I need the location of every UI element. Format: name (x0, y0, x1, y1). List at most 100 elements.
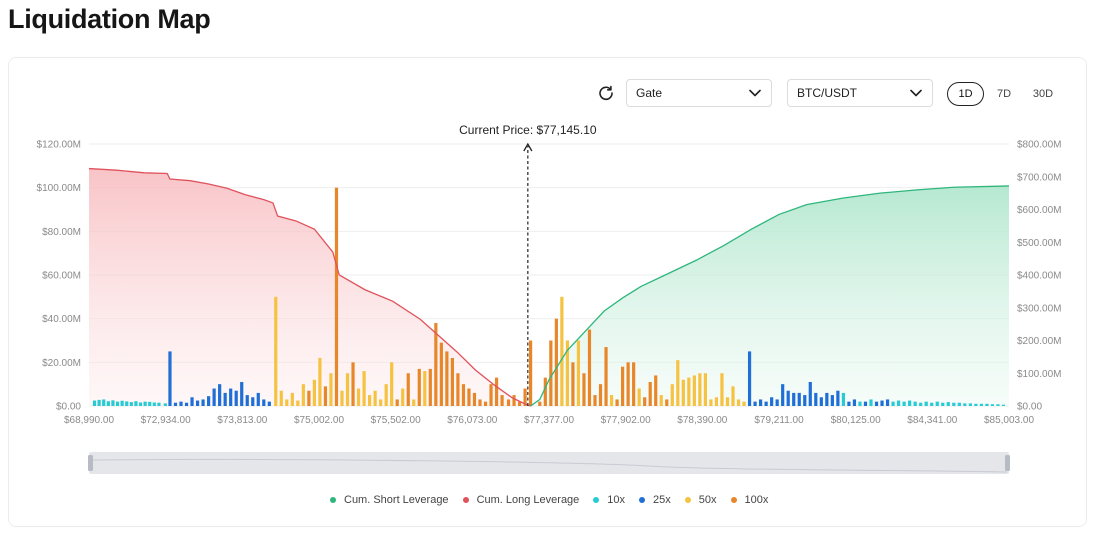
liquidation-bar-x25 (852, 399, 857, 406)
exchange-select-value: Gate (636, 86, 663, 100)
x-axis-tick-label: $78,390.00 (677, 415, 727, 426)
legend-item-long[interactable]: Cum. Long Leverage (462, 494, 579, 506)
liquidation-bar-x50 (285, 399, 289, 406)
liquidation-bar-x50 (565, 340, 569, 406)
right-axis-tick-label: $300.00M (1017, 303, 1061, 314)
x-axis-tick-label: $73,813.00 (217, 415, 267, 426)
liquidation-bar-x50 (637, 388, 641, 406)
liquidation-bar-x10 (106, 401, 110, 406)
right-axis-tick-label: $0.00 (1017, 402, 1042, 413)
liquidation-bar-x25 (808, 381, 812, 406)
range-slider-left-handle[interactable] (88, 455, 93, 471)
liquidation-bar-x50 (423, 371, 427, 406)
liquidation-bar-x50 (362, 371, 366, 406)
legend-item-50x[interactable]: 50x (684, 494, 717, 506)
legend-item-short[interactable]: Cum. Short Leverage (330, 494, 449, 506)
range-slider-right-handle[interactable] (1005, 455, 1010, 471)
liquidation-bar-x100 (483, 401, 488, 406)
liquidation-bar-x50 (379, 399, 383, 406)
x-axis-tick-label: $79,211.00 (754, 415, 804, 426)
pair-select-value: BTC/USDT (797, 86, 857, 100)
liquidation-bar-x50 (560, 296, 564, 406)
left-axis-tick-label: $80.00M (42, 227, 81, 238)
liquidation-bar-x50 (290, 392, 294, 406)
liquidation-bar-x10 (134, 401, 138, 406)
liquidation-bar-x25 (179, 401, 183, 406)
x-axis-tick-label: $77,377.00 (524, 415, 574, 426)
liquidation-bar-x50 (692, 375, 696, 406)
liquidation-bar-x50 (390, 362, 394, 406)
pair-select[interactable]: BTC/USDT (787, 79, 933, 107)
chevron-down-icon (909, 86, 923, 100)
x-axis-tick-label: $72,934.00 (141, 415, 191, 426)
liquidation-bar-x10 (968, 403, 972, 406)
liquidation-bar-x50 (279, 390, 283, 406)
liquidation-bar-x50 (318, 357, 322, 406)
liquidation-bar-x50 (274, 296, 278, 406)
range-button-7d[interactable]: 7D (996, 88, 1012, 100)
liquidation-bar-x10 (92, 400, 97, 406)
liquidation-bar-x10 (120, 400, 124, 406)
liquidation-bar-x100 (512, 395, 516, 406)
liquidation-bar-x25 (212, 388, 216, 406)
right-axis-tick-label: $200.00M (1017, 336, 1061, 347)
legend-item-10x[interactable]: 10x (593, 494, 625, 506)
liquidation-bar-x50 (725, 397, 730, 406)
liquidation-bar-x100 (593, 395, 597, 406)
liquidation-bar-x25 (267, 401, 271, 406)
liquidation-bar-x25 (880, 400, 884, 406)
liquidation-bar-x10 (157, 402, 161, 406)
liquidation-bar-x100 (456, 373, 460, 406)
liquidation-bar-x100 (434, 323, 438, 406)
cum-short-line (530, 185, 1010, 407)
refresh-button[interactable] (595, 82, 617, 104)
liquidation-bar-x25 (775, 399, 779, 406)
liquidation-bar-x100 (494, 377, 499, 406)
liquidation-bar-x50 (384, 384, 388, 406)
liquidation-bar-x100 (621, 366, 625, 406)
liquidation-bar-x100 (307, 390, 311, 406)
range-button-1d[interactable]: 1D (947, 82, 984, 106)
liquidation-bar-x10 (979, 403, 983, 406)
legend-item-25x[interactable]: 25x (639, 494, 671, 506)
liquidation-bar-x100 (334, 187, 339, 406)
liquidation-bar-x25 (190, 397, 194, 406)
left-axis-tick-label: $120.00M (37, 140, 81, 151)
liquidation-bar-x100 (417, 368, 421, 406)
exchange-select[interactable]: Gate (626, 79, 772, 107)
liquidation-bar-x25 (747, 351, 752, 406)
liquidation-bar-x50 (676, 360, 680, 406)
x-axis-tick-label: $77,902.00 (601, 415, 651, 426)
liquidation-bar-x10 (908, 400, 912, 406)
x-axis-tick-label: $85,003.00 (984, 415, 1034, 426)
liquidation-bar-x50 (714, 397, 719, 406)
liquidation-bar-x100 (582, 373, 586, 406)
liquidation-bar-x100 (587, 329, 592, 406)
legend-item-100x[interactable]: 100x (730, 494, 768, 506)
liquidation-bar-x25 (251, 397, 255, 406)
liquidation-bar-x10 (163, 403, 167, 406)
liquidation-bar-x100 (500, 395, 504, 406)
liquidation-bar-x50 (301, 384, 305, 406)
liquidation-bar-x25 (173, 402, 178, 406)
liquidation-bar-x100 (489, 384, 493, 406)
liquidation-bar-x50 (687, 377, 691, 406)
liquidation-bar-x10 (924, 401, 928, 406)
liquidation-bar-x100 (523, 388, 527, 406)
liquidation-bar-x25 (803, 395, 807, 406)
liquidation-bar-x100 (467, 388, 471, 406)
x-axis-tick-label: $75,002.00 (294, 415, 344, 426)
liquidation-bar-x25 (814, 392, 818, 406)
liquidation-bar-x25 (830, 395, 834, 406)
liquidation-bar-x10 (869, 399, 873, 406)
liquidation-map-card: Gate BTC/USDT 1D 7D 30D $0.00 $20.00M $40.… (8, 57, 1087, 527)
x-axis-tick-label: $76,073.00 (447, 415, 497, 426)
liquidation-bar-x25 (207, 396, 211, 406)
right-axis-tick-label: $700.00M (1017, 172, 1061, 183)
liquidation-bar-x50 (345, 373, 350, 406)
liquidation-bar-x100 (445, 351, 449, 406)
range-button-30d[interactable]: 30D (1032, 88, 1054, 100)
x-axis-tick-label: $80,125.00 (831, 415, 881, 426)
cum-short-area (530, 185, 1009, 406)
liquidation-bar-x25 (759, 399, 763, 406)
